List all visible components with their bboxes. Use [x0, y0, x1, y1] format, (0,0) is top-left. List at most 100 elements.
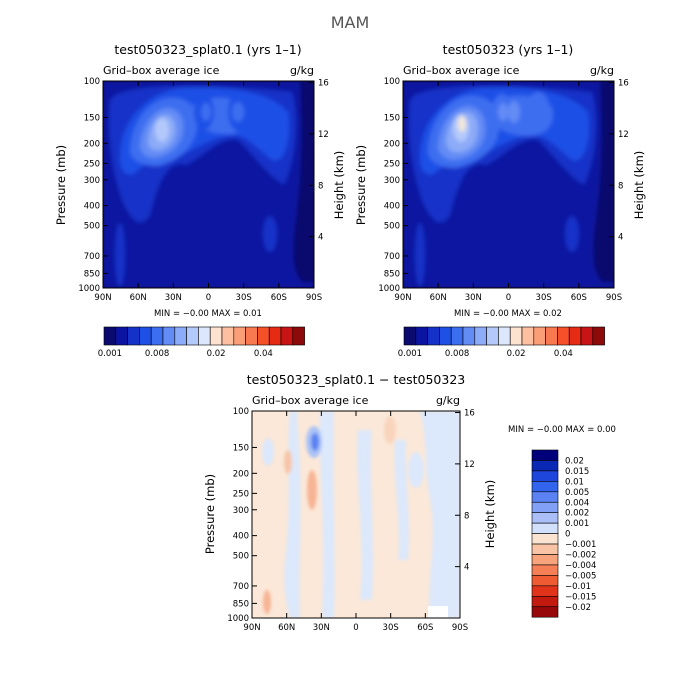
y-tick-label: 150: [233, 443, 249, 453]
panel-units: g/kg: [290, 64, 314, 77]
x-tick-label: 60S: [417, 623, 433, 633]
panel-title: test050323_splat0.1 − test050323: [247, 372, 465, 387]
y-tick-label: 100: [233, 407, 249, 417]
colorbar-box: [531, 585, 559, 597]
colorbar-box: [531, 533, 559, 545]
colorbar-box: [498, 326, 511, 346]
contour-upper-right-core: [232, 102, 244, 122]
y-tick-label: 150: [84, 113, 100, 123]
colorbar-box: [531, 575, 559, 587]
colorbar-label: 0.015: [565, 467, 589, 477]
y-tick-label: 1000: [227, 614, 249, 624]
colorbar-box: [257, 326, 270, 346]
colorbar-box: [198, 326, 211, 346]
negative-band-1: [284, 411, 301, 618]
contour-north-column: [115, 223, 125, 287]
negative-band-2: [319, 411, 335, 618]
colorbar-box: [233, 326, 246, 346]
colorbar-box: [268, 326, 282, 346]
y-right-tick-label: 4: [318, 233, 323, 243]
x-tick-label: 30N: [465, 293, 482, 303]
y-right-tick-label: 16: [318, 79, 329, 89]
panel-subtitle: Grid–box average ice: [403, 64, 520, 77]
y-right-tick-label: 16: [464, 409, 475, 419]
colorbar-box: [139, 326, 152, 346]
x-tick-label: 60S: [271, 293, 287, 303]
colorbar-label: −0.005: [565, 571, 596, 581]
colorbar-box: [474, 326, 487, 346]
y-axis-right-label: Height (km): [483, 480, 497, 549]
colorbar-box: [521, 326, 535, 346]
negative-blob-tropics: [262, 438, 274, 466]
colorbar-box: [531, 543, 559, 555]
x-tick-label: 90S: [452, 623, 468, 633]
colorbar-box: [531, 491, 559, 503]
stats-text: MIN = −0.00 MAX = 0.00: [508, 425, 616, 435]
y-right-tick-label: 16: [618, 79, 629, 89]
colorbar-box: [531, 512, 559, 524]
negative-blob-right: [408, 452, 424, 488]
colorbar-label: 0.001: [565, 519, 589, 529]
y-tick-label: 200: [384, 139, 400, 149]
y-tick-label: 250: [233, 489, 249, 499]
negative-band-4: [394, 440, 410, 560]
x-tick-label: 60N: [278, 623, 295, 633]
colorbar-label: 0.008: [145, 349, 169, 359]
colorbar-box: [568, 326, 582, 346]
y-tick-label: 1000: [78, 284, 100, 294]
colorbar-box: [462, 326, 476, 346]
colorbar-box: [580, 326, 594, 346]
x-tick-label: 0: [353, 623, 358, 633]
colorbar-label: −0.015: [565, 592, 596, 602]
colorbar-box: [450, 326, 464, 346]
colorbar-label: 0.04: [554, 349, 573, 359]
colorbar-box: [486, 326, 499, 346]
colorbar-label: 0.04: [254, 349, 273, 359]
contour-south-blob: [263, 216, 277, 252]
x-tick-label: 0: [206, 293, 211, 303]
x-tick-label: 0: [506, 293, 511, 303]
y-tick-label: 200: [233, 469, 249, 479]
y-tick-label: 300: [84, 176, 100, 186]
x-tick-label: 30N: [165, 293, 182, 303]
y-axis-right-label: Height (km): [332, 151, 346, 220]
x-tick-label: 30N: [313, 623, 330, 633]
colorbar-label: 0.008: [445, 349, 469, 359]
colorbar-box: [115, 326, 128, 346]
colorbar-box: [209, 326, 223, 346]
x-tick-label: 30S: [236, 293, 252, 303]
colorbar-box: [557, 326, 570, 346]
positive-blob-upper: [284, 450, 292, 474]
y-tick-label: 850: [84, 269, 100, 279]
panel-top-left: test050323_splat0.1 (yrs 1–1) Grid–box a…: [54, 42, 346, 319]
colorbar-box: [531, 460, 559, 472]
y-right-tick-label: 12: [618, 130, 629, 140]
x-tick-label: 90N: [394, 293, 411, 303]
colorbar-box: [509, 326, 523, 346]
y-right-tick-label: 12: [318, 130, 329, 140]
y-tick-label: 100: [84, 77, 100, 87]
colorbar-box: [186, 326, 199, 346]
difference-field-contours: [262, 411, 460, 618]
y-tick-label: 400: [84, 202, 100, 212]
y-tick-label: 1000: [378, 284, 400, 294]
panel-units: g/kg: [590, 64, 614, 77]
colorbar-box: [150, 326, 164, 346]
y-right-tick-label: 8: [618, 181, 623, 191]
x-tick-label: 60N: [130, 293, 147, 303]
panel-subtitle: Grid–box average ice: [103, 64, 220, 77]
ice-field-contours: [403, 81, 614, 288]
contour-north-column: [415, 223, 425, 287]
colorbar-label: 0.001: [98, 349, 122, 359]
y-axis-label: Pressure (mb): [54, 145, 68, 225]
y-tick-label: 250: [84, 159, 100, 169]
y-tick-label: 300: [233, 506, 249, 516]
positive-blob-right: [384, 416, 396, 444]
y-tick-label: 400: [233, 532, 249, 542]
ice-field-contours: [103, 81, 314, 288]
colorbar-box: [531, 522, 559, 534]
contour-upper-right: [526, 92, 550, 132]
y-tick-label: 100: [384, 77, 400, 87]
x-tick-label: 60N: [430, 293, 447, 303]
